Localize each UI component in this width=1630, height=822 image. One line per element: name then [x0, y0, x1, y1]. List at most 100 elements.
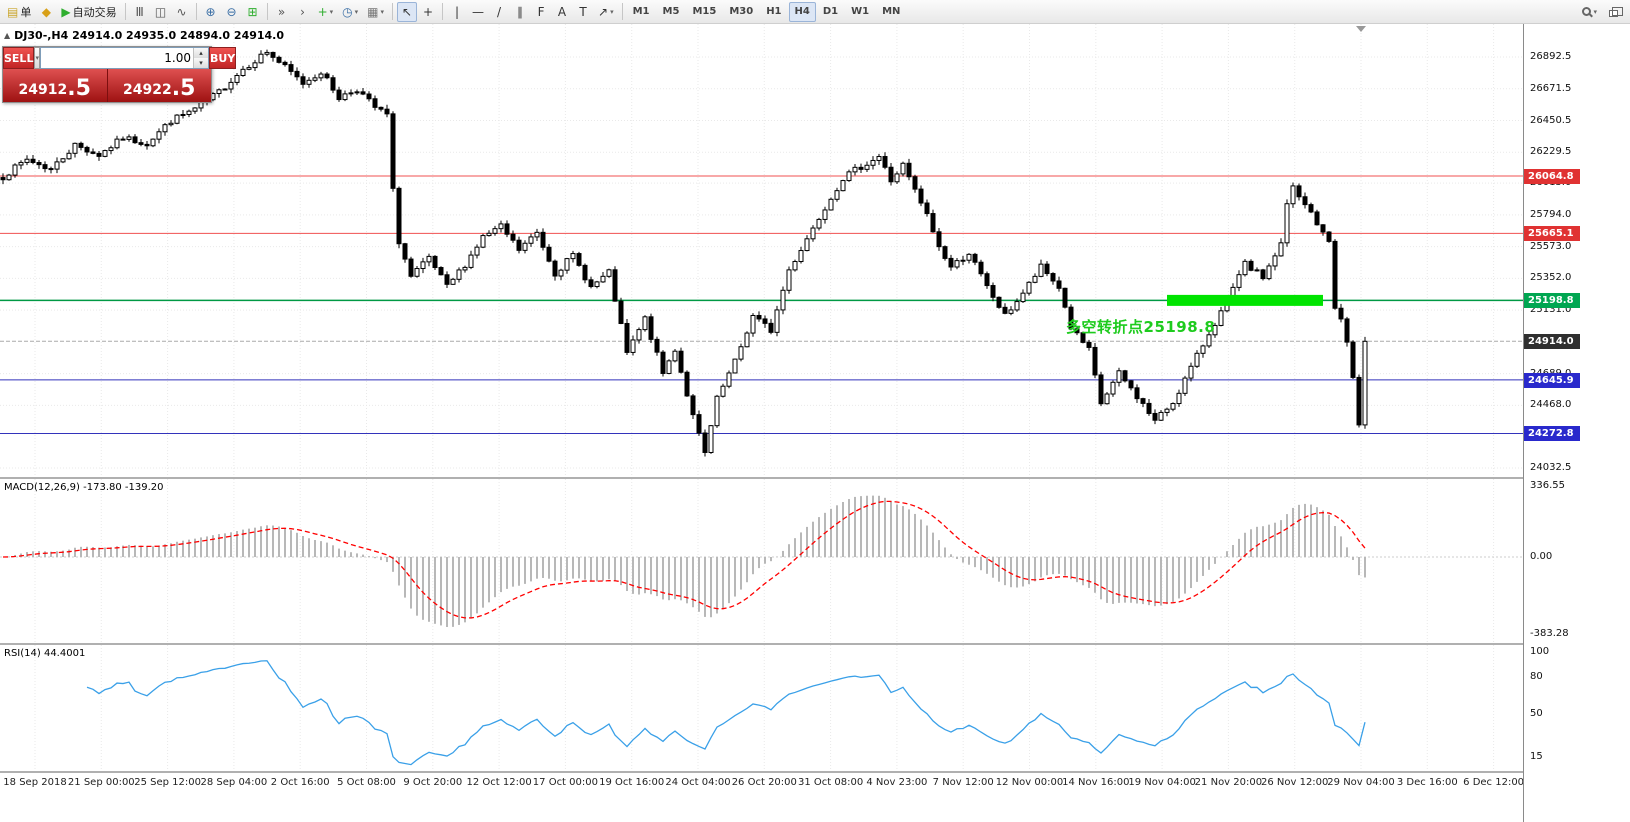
crosshair-tool-button[interactable]: +	[418, 2, 438, 22]
bar-chart-button[interactable]: Ⅲ	[130, 2, 150, 22]
channel-tool-button-icon: ∥	[517, 4, 524, 19]
timeframe-mn[interactable]: MN	[876, 2, 906, 22]
timeframe-m1[interactable]: M1	[627, 2, 656, 22]
timeframe-m15-label: M15	[692, 6, 717, 17]
auto-scroll-button[interactable]: »	[272, 2, 292, 22]
sell-price-button[interactable]: 24912 .5	[3, 69, 108, 102]
rsi-label: RSI(14) 44.4001	[4, 648, 86, 659]
buy-button[interactable]: BUY	[208, 47, 237, 69]
price-chart-canvas[interactable]	[0, 24, 1523, 479]
time-label: 26 Nov 12:00	[1260, 777, 1329, 788]
macd-scale-tick: 0.00	[1530, 551, 1553, 562]
horizontal-line-tool-button-icon: —	[472, 4, 485, 19]
volume-field: ▴ ▾	[39, 47, 209, 69]
price-badge: 25665.1	[1524, 226, 1580, 242]
new-chart-button[interactable]: + ▾	[314, 2, 338, 22]
line-chart-button[interactable]: ∿	[172, 2, 192, 22]
price-badge: 24645.9	[1524, 372, 1580, 388]
cursor-tool-button-icon: ↖	[401, 4, 413, 19]
time-label: 6 Dec 12:00	[1463, 777, 1525, 788]
macd-canvas[interactable]	[0, 479, 1523, 645]
trendline-tool-button[interactable]: /	[489, 2, 509, 22]
timeframe-m5-label: M5	[662, 6, 680, 17]
timeframe-m15[interactable]: M15	[686, 2, 722, 22]
price-tick: 25794.0	[1530, 208, 1572, 220]
time-label: 29 Nov 04:00	[1327, 777, 1395, 788]
rsi-scale-tick: 80	[1530, 670, 1543, 682]
timeframe-m30[interactable]: M30	[723, 2, 759, 22]
volume-down-icon[interactable]: ▾	[193, 58, 208, 68]
templates-button[interactable]: ▦ ▾	[363, 2, 388, 22]
search-button[interactable]: ▾	[1578, 2, 1601, 22]
metaeditor-button[interactable]: ◆	[36, 2, 56, 22]
price-tick: 25352.0	[1530, 272, 1572, 284]
time-axis[interactable]: 18 Sep 2018 21 Sep 00:00 25 Sep 12:00 28 Se…	[0, 773, 1525, 793]
toolbar-separator	[392, 3, 394, 20]
tile-windows-button[interactable]: ⊞	[243, 2, 263, 22]
volume-input[interactable]	[40, 48, 193, 68]
timeframe-w1[interactable]: W1	[845, 2, 875, 22]
volume-dropdown[interactable]: ▾	[34, 47, 40, 69]
tile-windows-button-icon: ⊞	[247, 4, 258, 19]
vertical-line-tool-button[interactable]: |	[447, 2, 467, 22]
timeframe-m30-label: M30	[729, 6, 754, 17]
price-badge: 24272.8	[1524, 426, 1580, 442]
fibonacci-tool-button[interactable]: F	[531, 2, 551, 22]
cursor-tool-button[interactable]: ↖	[397, 1, 418, 22]
chart-area: ▲ DJ30-,H4 24914.0 24935.0 24894.0 24914…	[0, 24, 1525, 822]
pivot-annotation[interactable]: 多空转折点25198.8	[1066, 318, 1216, 336]
rsi-scale-tick: 100	[1530, 646, 1550, 657]
time-label: 4 Nov 23:00	[866, 777, 928, 788]
timeframe-h4-label: H4	[794, 6, 810, 17]
symbol-ohlc-text: DJ30-,H4 24914.0 24935.0 24894.0 24914.0	[14, 29, 285, 42]
collapse-arrow-icon[interactable]: ▲	[4, 31, 11, 40]
price-tick: 24468.0	[1530, 399, 1572, 411]
time-label: 21 Nov 20:00	[1194, 777, 1263, 788]
buy-price-button[interactable]: 24922 .5	[107, 69, 211, 102]
time-label: 3 Dec 16:00	[1396, 777, 1458, 788]
timeframe-h4[interactable]: H4	[788, 1, 816, 22]
metaeditor-button-icon: ◆	[41, 4, 51, 19]
timeframe-m1-label: M1	[632, 6, 650, 17]
toolbar-separator	[621, 3, 623, 20]
toolbar-separator	[442, 3, 444, 20]
trendline-tool-button-icon: /	[496, 4, 502, 19]
dropdown-caret-icon: ▾	[354, 7, 359, 16]
dropdown-caret-icon: ▾	[1593, 7, 1597, 16]
time-label: 2 Oct 16:00	[270, 777, 330, 788]
timeframe-m5[interactable]: M5	[657, 2, 686, 22]
windows-button[interactable]	[1603, 2, 1623, 22]
volume-up-icon[interactable]: ▴	[193, 48, 208, 58]
candlestick-chart-button[interactable]: ◫	[151, 2, 171, 22]
candlestick-chart-button-icon: ◫	[154, 4, 167, 19]
macd-label: MACD(12,26,9) -173.80 -139.20	[4, 482, 164, 493]
price-tick: 26671.5	[1530, 82, 1572, 94]
timeframe-h1[interactable]: H1	[760, 2, 787, 22]
price-scale[interactable]: 26892.526671.526450.526229.526015.025794…	[1523, 24, 1630, 822]
new-order-button[interactable]: ▤ 单	[3, 2, 35, 22]
rsi-scale-tick: 50	[1530, 707, 1543, 719]
horizontal-line-tool-button[interactable]: —	[468, 2, 488, 22]
magnifier-icon	[1582, 7, 1592, 16]
new-order-button-label: 单	[20, 5, 32, 19]
sell-button[interactable]: SELL	[3, 47, 35, 69]
chart-shift-button[interactable]: ›	[293, 2, 313, 22]
zoom-out-button[interactable]: ⊖	[222, 2, 242, 22]
zoom-out-button-icon: ⊖	[226, 4, 237, 19]
price-tick: 26229.5	[1530, 146, 1572, 158]
zoom-in-button[interactable]: ⊕	[201, 2, 221, 22]
timeframe-d1[interactable]: D1	[817, 2, 844, 22]
channel-tool-button[interactable]: ∥	[510, 2, 530, 22]
rsi-canvas[interactable]	[0, 645, 1523, 773]
label-tool-button[interactable]: T	[573, 2, 593, 22]
label-tool-button-icon: T	[579, 4, 587, 19]
timeframe-d1-label: D1	[822, 6, 839, 17]
time-label: 21 Sep 00:00	[67, 777, 135, 788]
auto-trading-button[interactable]: ▶ 自动交易	[57, 2, 120, 22]
arrows-tool-button[interactable]: ↗ ▾	[594, 2, 618, 22]
price-tick: 25573.0	[1530, 240, 1572, 252]
text-tool-button[interactable]: A	[552, 2, 572, 22]
chart-shift-marker-icon[interactable]	[1356, 26, 1366, 32]
profiles-button[interactable]: ◷ ▾	[338, 2, 362, 22]
